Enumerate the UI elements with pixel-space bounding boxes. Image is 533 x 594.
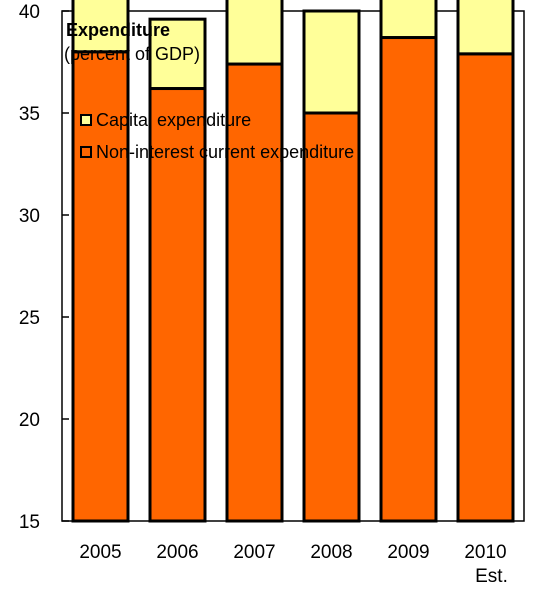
y-tick-label: 15 xyxy=(19,512,40,533)
x-tick-label: 2009 xyxy=(387,542,429,563)
bar-segment-current xyxy=(302,111,361,523)
legend-swatch xyxy=(80,114,92,126)
bar-segment-capital xyxy=(148,17,207,91)
x-tick-label: 2010 xyxy=(464,542,506,563)
x-tick-sublabel: Est. xyxy=(475,566,508,587)
bar-segment-capital xyxy=(379,0,438,40)
bar-segment-capital xyxy=(71,0,130,54)
x-tick-label: 2007 xyxy=(233,542,275,563)
y-tick-label: 20 xyxy=(19,410,40,431)
legend-label: Capital expenditure xyxy=(96,110,251,130)
plot-frame xyxy=(61,10,525,522)
chart-title: Expenditure xyxy=(66,20,170,40)
y-tick-label: 35 xyxy=(19,104,40,125)
y-tick-label: 25 xyxy=(19,308,40,329)
x-tick-label: 2005 xyxy=(79,542,121,563)
bar-segment-capital xyxy=(225,0,284,66)
bar-segment-current xyxy=(148,87,207,523)
y-axis: 15 20 25 30 35 40 xyxy=(19,2,69,533)
legend-swatch xyxy=(80,146,92,158)
bar-segment-capital xyxy=(456,0,515,56)
x-tick-label: 2006 xyxy=(156,542,198,563)
bar-segment-current xyxy=(71,50,130,523)
bar-segment-current xyxy=(456,52,515,523)
x-tick-label: 2008 xyxy=(310,542,352,563)
y-tick-label: 30 xyxy=(19,206,40,227)
y-tick-label: 40 xyxy=(19,2,40,23)
bar-segment-current xyxy=(379,36,438,523)
chart-subtitle: (percent of GDP) xyxy=(64,44,200,64)
legend: Capital expenditure Non-interest current … xyxy=(80,110,354,162)
bar-segment-capital xyxy=(302,9,361,115)
x-axis: 2005 2006 2007 2008 2009 2010 Est. xyxy=(79,542,508,587)
bar-segment-current xyxy=(225,62,284,523)
bars xyxy=(71,0,515,523)
legend-label: Non-interest current expenditure xyxy=(96,142,354,162)
